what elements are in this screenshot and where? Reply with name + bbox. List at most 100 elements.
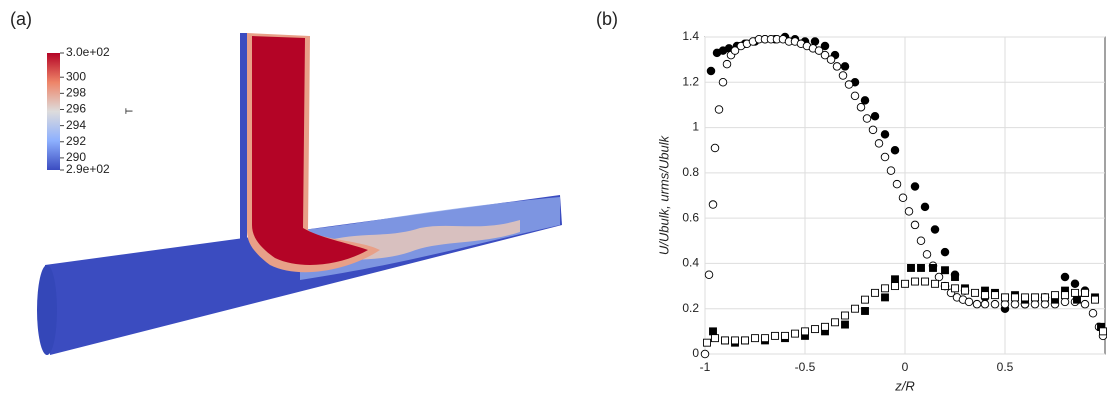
data-point <box>911 183 919 191</box>
branch-wall <box>240 33 247 242</box>
data-point <box>942 283 949 290</box>
data-point <box>887 167 895 175</box>
data-point <box>972 289 979 296</box>
data-point <box>841 63 849 71</box>
colorbar-tick-label: 296 <box>66 102 86 116</box>
data-point <box>1089 309 1097 317</box>
data-point <box>881 131 889 139</box>
data-point <box>833 63 841 71</box>
data-point <box>1002 294 1009 301</box>
data-point <box>981 300 989 308</box>
data-point <box>991 300 999 308</box>
data-point <box>1042 294 1049 301</box>
data-point <box>1022 294 1029 301</box>
data-point <box>722 337 729 344</box>
data-point <box>973 300 981 308</box>
x-tick-label: 0 <box>902 360 909 374</box>
data-point <box>892 283 899 290</box>
data-point <box>711 144 719 152</box>
data-point <box>782 332 789 339</box>
data-point <box>941 248 949 256</box>
panel-label: (b) <box>596 9 618 29</box>
data-point <box>822 323 829 330</box>
y-tick-label: 0.2 <box>682 301 699 315</box>
render <box>37 33 562 355</box>
data-point <box>917 237 925 245</box>
data-point <box>1074 296 1081 303</box>
data-point <box>715 106 723 114</box>
data-point <box>921 203 929 211</box>
data-point <box>832 319 839 326</box>
x-tick-label: -0.5 <box>795 360 816 374</box>
data-point <box>922 278 929 285</box>
y-tick-label: 0 <box>692 346 699 360</box>
data-point <box>965 298 973 306</box>
y-tick-label: 0.6 <box>682 210 699 224</box>
data-point <box>1062 292 1069 299</box>
data-point <box>723 60 731 68</box>
y-tick-label: 0.8 <box>682 165 699 179</box>
data-point <box>863 115 871 123</box>
data-point <box>704 339 711 346</box>
data-point <box>707 67 715 75</box>
data-point <box>852 305 859 312</box>
data-point <box>845 81 853 89</box>
data-point <box>1011 300 1019 308</box>
data-point <box>930 264 937 271</box>
data-point <box>851 92 859 100</box>
data-point <box>1081 300 1089 308</box>
data-point <box>871 112 879 120</box>
figure: (a) (b) T 3.0e+023002982962942922902.9e+… <box>0 0 1107 395</box>
data-point <box>862 307 869 314</box>
data-point <box>911 221 919 229</box>
data-point <box>842 312 849 319</box>
colorbar-tick-label: 2.9e+02 <box>66 162 110 176</box>
y-tick-label: 1 <box>692 120 699 134</box>
data-point <box>827 56 835 64</box>
y-tick-label: 1.4 <box>682 29 699 43</box>
x-tick-label: 0.5 <box>997 360 1014 374</box>
colorbar-tick-label: 292 <box>66 134 86 148</box>
data-point <box>772 332 779 339</box>
data-point <box>935 273 943 281</box>
colorbar-tick-label: 300 <box>66 69 86 83</box>
y-tick-label: 0.4 <box>682 256 699 270</box>
data-point <box>857 103 865 111</box>
data-point <box>705 271 713 279</box>
data-point <box>1092 296 1099 303</box>
data-point <box>905 208 913 216</box>
data-point <box>712 335 719 342</box>
data-point <box>1032 294 1039 301</box>
y-tick-label: 1.2 <box>682 74 699 88</box>
data-point <box>882 294 889 301</box>
data-point <box>842 321 849 328</box>
colorbar-tick-label: 298 <box>66 86 86 100</box>
data-point <box>802 328 809 335</box>
data-point <box>899 194 907 202</box>
data-point <box>893 180 901 188</box>
data-point <box>875 140 883 148</box>
data-point <box>839 72 847 80</box>
data-point <box>908 264 915 271</box>
data-point <box>1012 294 1019 301</box>
data-point <box>1072 289 1079 296</box>
data-point <box>1061 273 1069 281</box>
data-point <box>982 292 989 299</box>
data-point <box>701 350 709 358</box>
y-axis-label: U/Ubulk, urms/Ubulk <box>656 134 671 255</box>
data-point <box>881 153 889 161</box>
data-point <box>812 326 819 333</box>
colorbar-tick-label: 294 <box>66 118 86 132</box>
data-point <box>710 328 717 335</box>
data-point <box>918 264 925 271</box>
data-point <box>709 201 717 209</box>
data-point <box>931 226 939 234</box>
data-point <box>762 335 769 342</box>
colorbar <box>47 53 60 170</box>
data-point <box>891 146 899 154</box>
data-point <box>861 97 869 105</box>
colorbar-title: T <box>125 108 136 114</box>
data-point <box>1041 300 1049 308</box>
page: (a) (b) T 3.0e+023002982962942922902.9e+… <box>0 0 1107 395</box>
panel-label: (a) <box>10 9 32 29</box>
